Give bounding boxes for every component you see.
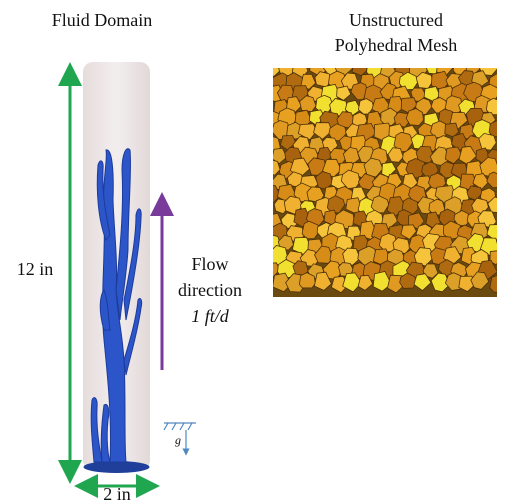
cylinder-base	[84, 461, 150, 473]
width-label: 2 in	[103, 484, 131, 504]
flow-label-line: Flow	[191, 254, 228, 274]
mesh-cell	[490, 275, 507, 293]
gravity-label: g	[175, 433, 181, 447]
figure: Fluid Domain Unstructured Polyhedral Mes…	[0, 0, 516, 504]
flow-label-line: 1 ft/d	[191, 306, 230, 326]
mesh-cell	[486, 98, 503, 114]
height-label: 12 in	[17, 259, 54, 279]
polyhedral-mesh	[262, 57, 507, 297]
flow-label-line: direction	[178, 280, 242, 300]
right-title-line: Unstructured	[349, 10, 443, 30]
left-title: Fluid Domain	[52, 10, 153, 30]
right-title-line: Polyhedral Mesh	[335, 35, 457, 55]
mesh-cell	[406, 109, 423, 126]
